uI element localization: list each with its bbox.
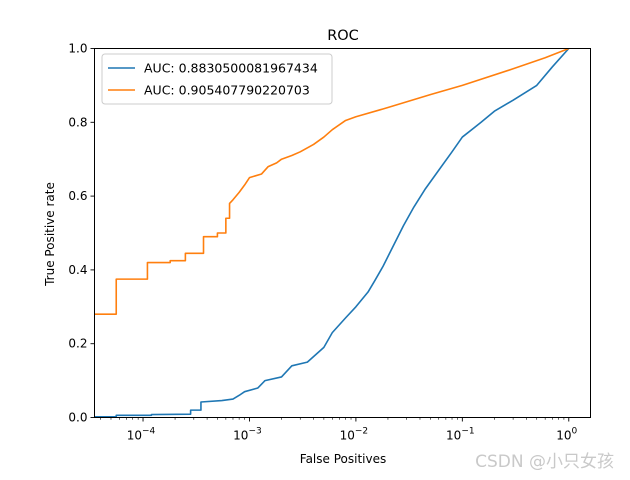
y-tick-label: 0.0 — [68, 411, 87, 425]
legend: AUC: 0.8830500081967434 AUC: 0.9054077902… — [101, 53, 333, 105]
watermark: CSDN @小只女孩 — [475, 452, 614, 472]
x-axis: 10−4 10−3 10−2 10−1 100 — [100, 417, 578, 443]
series-line-1 — [94, 48, 570, 418]
x-tick-label: 10−2 — [340, 427, 369, 443]
x-tick-label: 100 — [556, 427, 577, 443]
chart-title: ROC — [327, 28, 359, 44]
plot-frame — [94, 48, 591, 418]
legend-box — [101, 53, 333, 105]
series-line-2 — [94, 48, 570, 315]
y-axis: 0.0 0.2 0.4 0.6 0.8 1.0 — [68, 42, 95, 425]
y-axis-label: True Positive rate — [43, 182, 57, 287]
y-tick-label: 0.4 — [68, 263, 87, 277]
y-tick-label: 0.2 — [68, 337, 87, 351]
y-tick-label: 0.8 — [68, 115, 87, 129]
plot-area — [94, 48, 570, 418]
y-tick-label: 1.0 — [68, 42, 87, 56]
x-tick-label: 10−4 — [127, 427, 156, 443]
x-axis-label: False Positives — [300, 452, 386, 466]
legend-label-1: AUC: 0.8830500081967434 — [144, 61, 318, 76]
legend-label-2: AUC: 0.905407790220703 — [144, 83, 310, 98]
x-tick-label: 10−1 — [446, 427, 475, 443]
y-tick-label: 0.6 — [68, 189, 87, 203]
x-tick-label: 10−3 — [233, 427, 262, 443]
